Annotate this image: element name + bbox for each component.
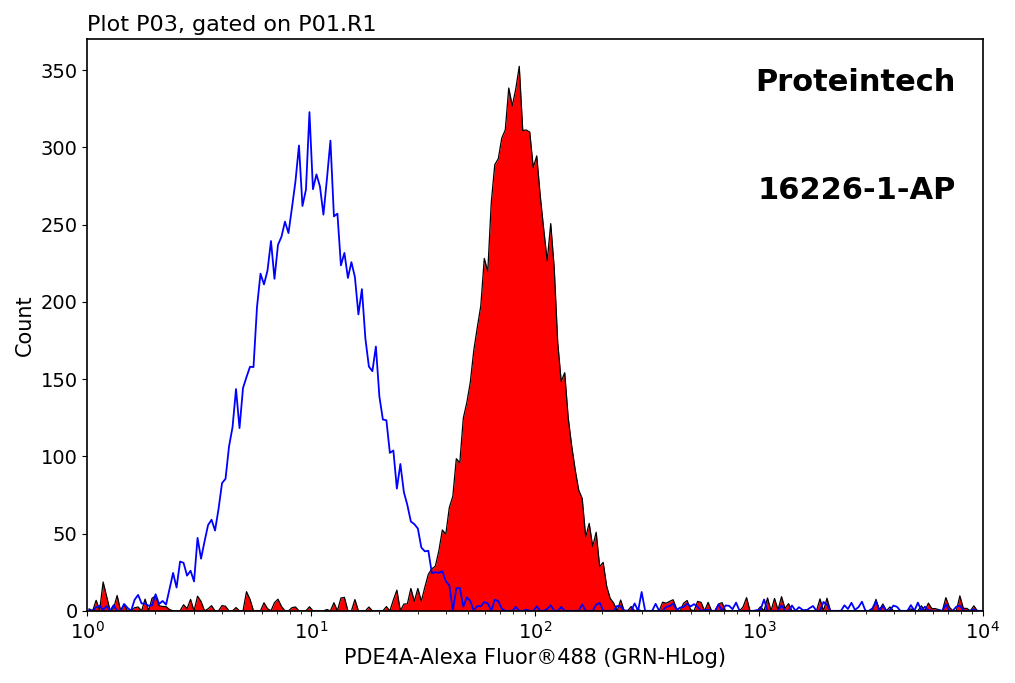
- Y-axis label: Count: Count: [15, 294, 35, 356]
- X-axis label: PDE4A-Alexa Fluor®488 (GRN-HLog): PDE4A-Alexa Fluor®488 (GRN-HLog): [344, 648, 726, 668]
- Text: Plot P03, gated on P01.R1: Plot P03, gated on P01.R1: [87, 15, 377, 35]
- Text: Proteintech: Proteintech: [755, 68, 956, 97]
- Text: 16226-1-AP: 16226-1-AP: [757, 176, 956, 206]
